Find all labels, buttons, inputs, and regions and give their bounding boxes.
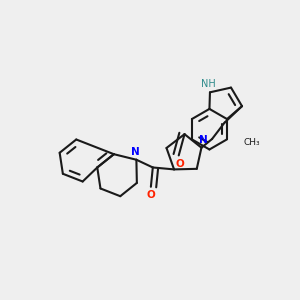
Text: O: O [146, 190, 155, 200]
Text: O: O [176, 159, 184, 169]
Text: NH: NH [201, 79, 216, 89]
Text: CH₃: CH₃ [243, 138, 260, 147]
Text: N: N [199, 135, 207, 145]
Text: N: N [131, 147, 140, 157]
